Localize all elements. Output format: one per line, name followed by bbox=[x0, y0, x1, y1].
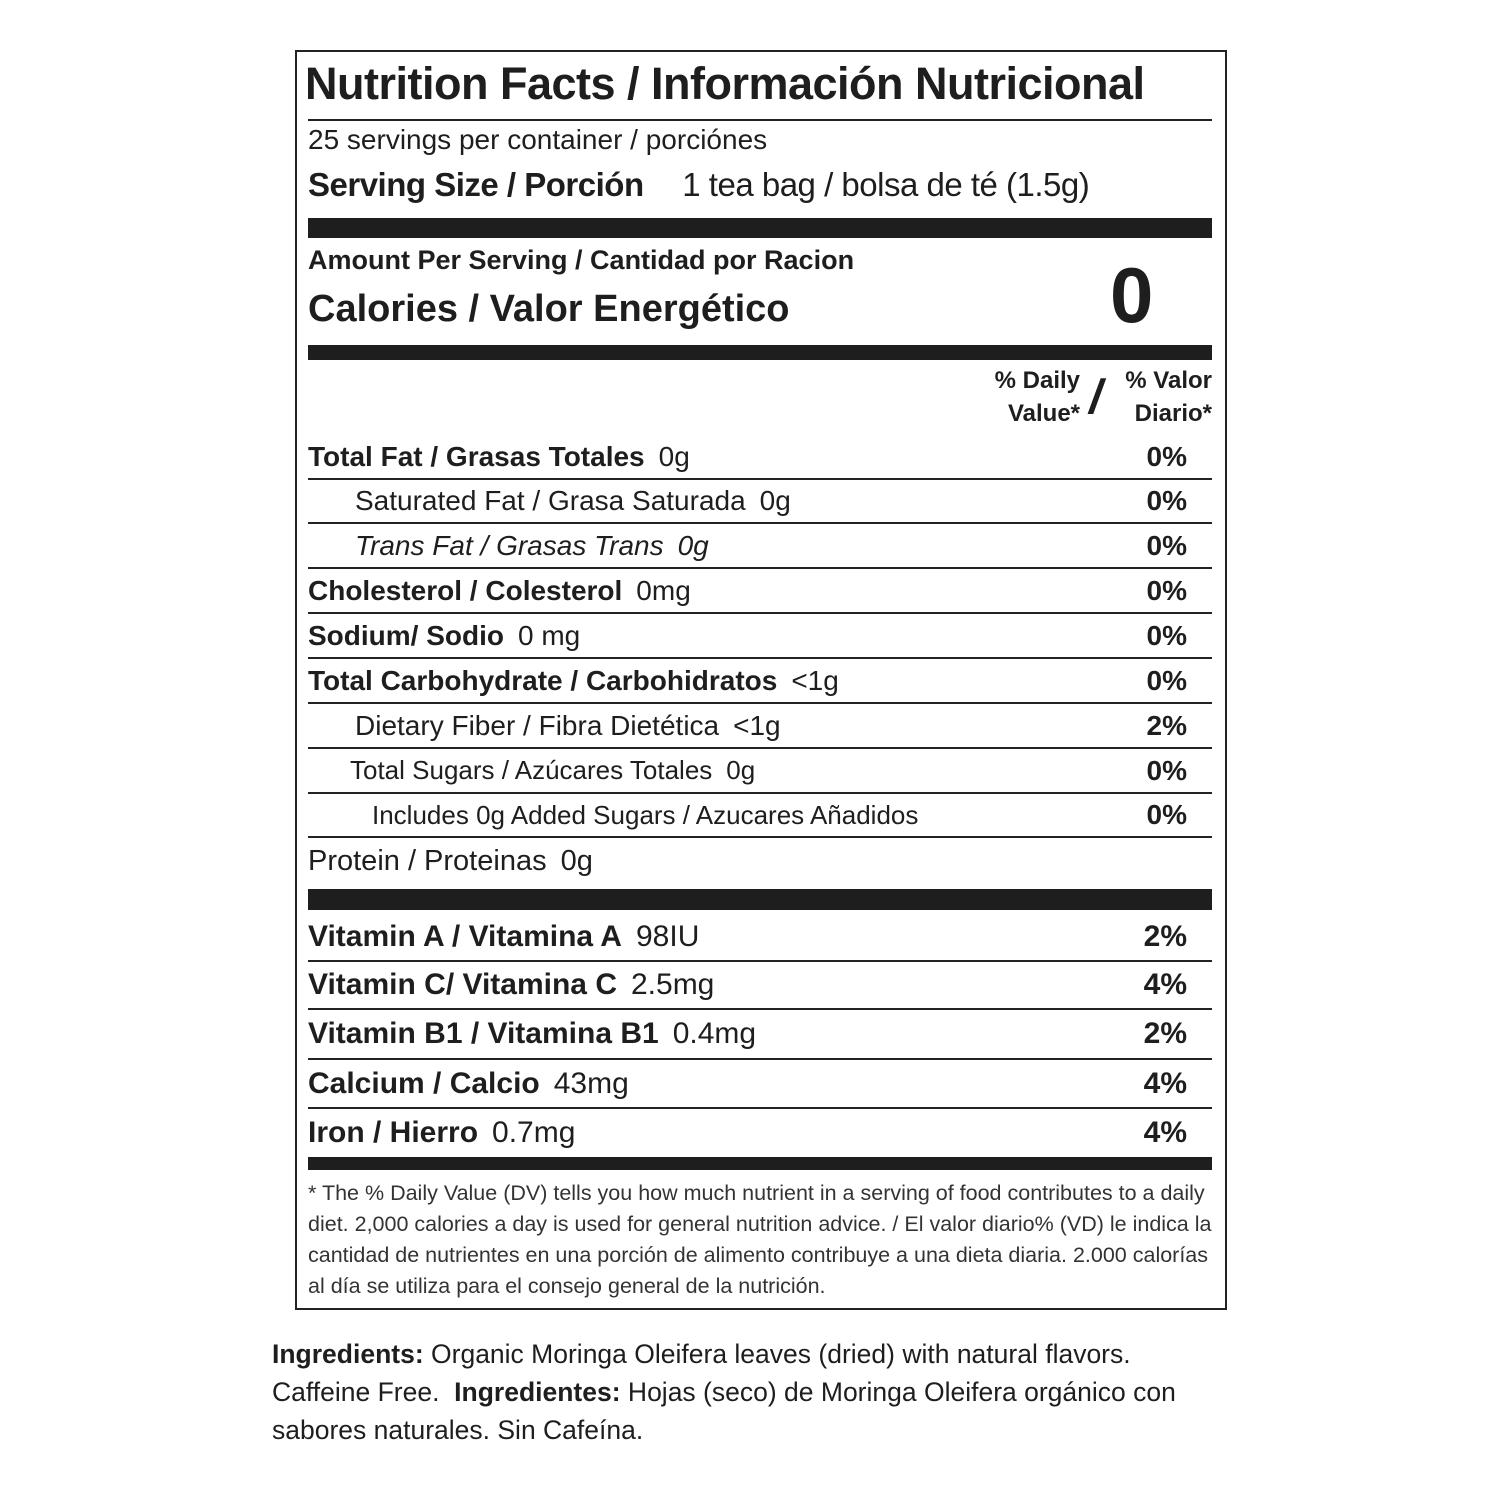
ingredients-label-en: Ingredients: bbox=[272, 1339, 424, 1369]
serving-size-label: Serving Size / Porción bbox=[308, 166, 644, 203]
nutrient-name: Dietary Fiber / Fibra Dietética bbox=[355, 709, 720, 741]
nutrient-row-dietary-fiber: Dietary Fiber / Fibra Dietética <1g 2% bbox=[308, 704, 1212, 749]
vitamin-row-iron: Iron / Hierro 0.7mg 4% bbox=[308, 1109, 1212, 1157]
vitamin-dv: 4% bbox=[1143, 968, 1187, 1001]
dv-header-line: % Valor bbox=[1125, 367, 1212, 394]
dv-header-line: Diario* bbox=[1134, 400, 1212, 427]
dv-header-spanish: % Valor Diario* bbox=[1120, 364, 1212, 430]
vitamin-dv: 2% bbox=[1143, 1017, 1187, 1050]
nutrient-amount: 0g bbox=[560, 844, 593, 877]
vitamin-row-a: Vitamin A / Vitamina A 98IU 2% bbox=[308, 914, 1212, 962]
vitamin-dv: 4% bbox=[1143, 1116, 1187, 1149]
dv-header-line: % Daily bbox=[994, 367, 1080, 394]
nutrient-dv: 0% bbox=[1146, 574, 1187, 606]
nutrient-dv: 0% bbox=[1146, 619, 1187, 651]
calories-label: Calories / Valor Energético bbox=[308, 288, 790, 330]
serving-size-value: 1 tea bag / bolsa de té (1.5g) bbox=[682, 166, 1090, 203]
vitamin-name: Calcium / Calcio bbox=[308, 1066, 540, 1100]
nutrient-name: Total Carbohydrate / Carbohidratos bbox=[308, 664, 778, 696]
ingredients-text-es: Hojas (seco) de Moringa Oleifera orgánic… bbox=[272, 1377, 1176, 1445]
nutrient-dv: 0% bbox=[1146, 529, 1187, 561]
nutrient-row-added-sugars: Includes 0g Added Sugars / Azucares Añad… bbox=[308, 794, 1212, 838]
vitamin-amount: 0.7mg bbox=[492, 1116, 576, 1149]
nutrient-amount: <1g bbox=[733, 709, 781, 741]
nutrient-name: Sodium/ Sodio bbox=[308, 619, 504, 651]
vitamin-dv: 2% bbox=[1143, 920, 1187, 953]
nutrient-amount: 0g bbox=[677, 529, 709, 561]
vitamin-row-calcium: Calcium / Calcio 43mg 4% bbox=[308, 1060, 1212, 1109]
dv-header-line: Value* bbox=[1007, 400, 1080, 427]
nutrient-row-total-sugars: Total Sugars / Azúcares Totales 0g 0% bbox=[308, 749, 1212, 794]
vitamin-amount: 2.5mg bbox=[630, 968, 715, 1001]
vitamin-name: Iron / Hierro bbox=[308, 1116, 479, 1149]
nutrient-row-cholesterol: Cholesterol / Colesterol 0mg 0% bbox=[308, 569, 1212, 614]
nutrient-dv: 0% bbox=[1146, 485, 1187, 516]
nutrient-amount: 0g bbox=[759, 485, 791, 516]
thick-divider bbox=[308, 889, 1212, 910]
nutrient-row-trans-fat: Trans Fat / Grasas Trans 0g 0% bbox=[308, 524, 1212, 569]
nutrient-row-protein: Protein / Proteinas 0g bbox=[308, 838, 1212, 884]
nutrient-name: Total Fat / Grasas Totales bbox=[308, 440, 645, 472]
vitamin-dv: 4% bbox=[1143, 1066, 1187, 1100]
nutrient-amount: 0g bbox=[726, 755, 756, 785]
nutrient-name: Total Sugars / Azúcares Totales bbox=[350, 755, 713, 785]
servings-per-container: 25 servings per container / porciónes bbox=[308, 124, 768, 155]
amount-per-serving: Amount Per Serving / Cantidad por Racion bbox=[308, 245, 855, 275]
vitamin-name: Vitamin C/ Vitamina C bbox=[308, 968, 617, 1001]
thick-divider bbox=[308, 1157, 1212, 1170]
label-title: Nutrition Facts / Información Nutriciona… bbox=[305, 58, 1145, 109]
thick-divider bbox=[308, 218, 1212, 238]
ingredients-statement: Ingredients: Organic Moringa Oleifera le… bbox=[272, 1335, 1202, 1449]
nutrient-row-saturated-fat: Saturated Fat / Grasa Saturada 0g 0% bbox=[308, 480, 1212, 524]
vitamin-row-b1: Vitamin B1 / Vitamina B1 0.4mg 2% bbox=[308, 1010, 1212, 1060]
ingredients-text-en: Organic Moringa Oleifera leaves (dried) … bbox=[272, 1339, 1138, 1407]
nutrition-facts-panel bbox=[295, 50, 1227, 1310]
nutrient-row-sodium: Sodium/ Sodio 0 mg 0% bbox=[308, 614, 1212, 659]
nutrient-amount: 0mg bbox=[636, 574, 691, 606]
divider bbox=[308, 119, 1212, 121]
vitamin-name: Vitamin A / Vitamina A bbox=[308, 920, 622, 953]
nutrient-dv: 0% bbox=[1146, 664, 1187, 696]
nutrient-name: Saturated Fat / Grasa Saturada bbox=[355, 485, 746, 516]
nutrient-name: Protein / Proteinas bbox=[308, 844, 547, 877]
daily-value-footnote: * The % Daily Value (DV) tells you how m… bbox=[308, 1181, 1212, 1298]
nutrient-amount: 0 mg bbox=[518, 619, 581, 651]
nutrient-dv: 0% bbox=[1146, 440, 1187, 472]
nutrient-name: Cholesterol / Colesterol bbox=[308, 574, 623, 606]
nutrient-row-total-fat: Total Fat / Grasas Totales 0g 0% bbox=[308, 435, 1212, 480]
nutrient-amount: <1g bbox=[791, 664, 839, 696]
vitamin-amount: 0.4mg bbox=[672, 1017, 757, 1050]
vitamin-name: Vitamin B1 / Vitamina B1 bbox=[308, 1017, 659, 1050]
vitamin-row-c: Vitamin C/ Vitamina C 2.5mg 4% bbox=[308, 962, 1212, 1010]
nutrient-name: Trans Fat / Grasas Trans bbox=[355, 529, 664, 561]
nutrient-dv: 2% bbox=[1146, 709, 1187, 741]
nutrient-dv: 0% bbox=[1146, 799, 1187, 830]
nutrient-amount: 0g bbox=[658, 440, 690, 472]
nutrient-row-total-carbohydrate: Total Carbohydrate / Carbohidratos <1g 0% bbox=[308, 659, 1212, 704]
nutrient-name: Includes 0g Added Sugars / Azucares Añad… bbox=[372, 799, 919, 830]
dv-header-english: % Daily Value* bbox=[960, 364, 1080, 430]
calories-value: 0 bbox=[1110, 251, 1154, 339]
nutrient-dv: 0% bbox=[1146, 754, 1187, 786]
vitamin-amount: 43mg bbox=[553, 1066, 629, 1100]
ingredients-label-es: Ingredientes: bbox=[454, 1377, 621, 1407]
thick-divider bbox=[308, 345, 1212, 360]
vitamin-amount: 98IU bbox=[635, 920, 700, 953]
serving-size: Serving Size / Porción 1 tea bag / bolsa… bbox=[308, 166, 1090, 204]
